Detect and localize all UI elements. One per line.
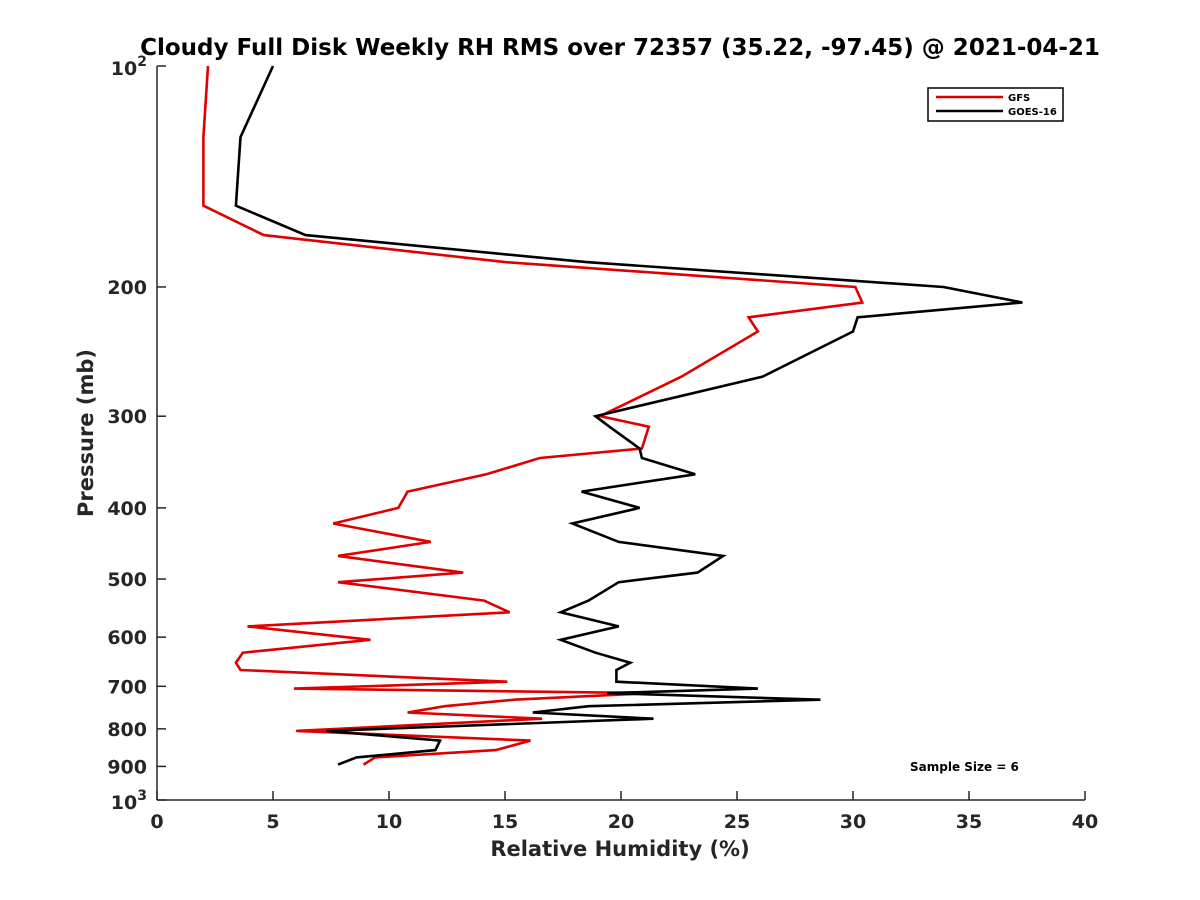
x-tick-label: 30	[840, 811, 866, 833]
series-line-goes-16	[234, 65, 1023, 766]
legend-label-gfs: GFS	[1008, 93, 1030, 104]
legend-label-goes-16: GOES-16	[1008, 107, 1057, 118]
x-tick-label: 35	[956, 811, 982, 833]
y-axis-label: Pressure (mb)	[74, 349, 98, 517]
legend: GFS GOES-16	[927, 87, 1064, 122]
y-tick-label: 500	[107, 569, 147, 591]
y-tick-label: 900	[107, 756, 147, 778]
y-tick-label: 400	[107, 498, 147, 520]
series-line-gfs	[202, 65, 865, 766]
y-tick-label: 800	[107, 719, 147, 741]
x-tick-label: 5	[266, 811, 279, 833]
x-tick-label: 40	[1072, 811, 1098, 833]
legend-box	[927, 87, 1064, 122]
x-axis-label: Relative Humidity (%)	[490, 837, 749, 861]
x-tick-label: 20	[608, 811, 634, 833]
y-tick-label: 600	[107, 627, 147, 649]
x-tick-label: 0	[150, 811, 163, 833]
x-tick-label: 25	[724, 811, 750, 833]
sample-size-annotation: Sample Size = 6	[910, 760, 1019, 774]
chart-title: Cloudy Full Disk Weekly RH RMS over 7235…	[140, 35, 1100, 61]
series-lines	[202, 65, 1023, 766]
x-tick-label: 10	[376, 811, 402, 833]
x-tick-label: 15	[492, 811, 518, 833]
y-tick-label: 700	[107, 676, 147, 698]
y-tick-label-power: 103	[111, 788, 147, 814]
y-tick-label-power: 102	[111, 54, 147, 80]
y-tick-label: 200	[107, 277, 147, 299]
axis-ticks: 0 5 10 15 20 25 30 35 40 102 200 300 400 500 600 700 800…	[107, 54, 1098, 833]
y-tick-label: 300	[107, 406, 147, 428]
